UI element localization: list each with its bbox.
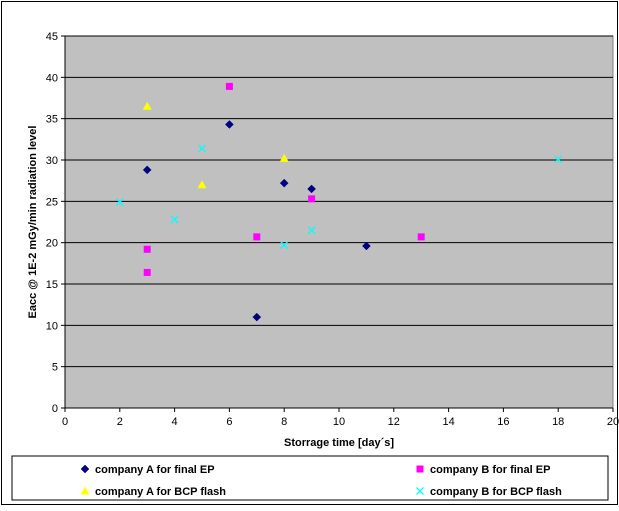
y-tick-label: 25	[46, 196, 58, 208]
series-2	[143, 82, 425, 276]
data-point	[253, 233, 261, 241]
data-point	[142, 101, 152, 110]
tick-labels: 0 5 10 15 20 25 30 35 40 45 0 2 4 6 8 10 12 14 16 18 20	[46, 31, 619, 428]
y-tick-label: 15	[46, 279, 58, 291]
legend-label: company B for final EP	[430, 464, 550, 476]
series-4	[115, 144, 563, 250]
x-tick-label: 6	[226, 416, 232, 428]
data-point	[225, 120, 234, 129]
y-tick-label: 0	[52, 403, 58, 415]
y-tick-label: 40	[46, 72, 58, 84]
data-point	[417, 233, 425, 241]
data-point	[197, 180, 207, 189]
data-point	[170, 215, 179, 224]
x-tick-label: 14	[442, 416, 454, 428]
data-point	[279, 153, 289, 162]
x-tick-label: 20	[607, 416, 619, 428]
data-point	[362, 241, 371, 251]
y-tick-label: 10	[46, 320, 58, 332]
axes	[61, 35, 614, 412]
y-tick-label: 30	[46, 155, 58, 167]
data-point	[307, 184, 316, 194]
legend-marker	[80, 486, 90, 495]
series-1	[142, 120, 371, 322]
y-axis-title: Eacc @ 1E-2 mGy/min radiation level	[27, 126, 39, 319]
legend-box	[11, 455, 609, 501]
x-tick-label: 18	[552, 416, 564, 428]
data-point	[142, 165, 152, 175]
y-tick-label: 20	[46, 238, 58, 250]
data-point	[252, 312, 262, 322]
legend-marker	[80, 464, 90, 474]
legend-marker	[416, 487, 424, 495]
data-point	[308, 195, 316, 203]
legend: company A for final EP company B for fina…	[11, 455, 609, 501]
data-point	[143, 268, 151, 276]
x-axis-title: Storrage time [day´s]	[284, 437, 394, 449]
x-tick-label: 0	[62, 416, 68, 428]
legend-label: company A for final EP	[95, 464, 215, 476]
data-point	[280, 241, 289, 250]
legend-marker	[416, 465, 424, 473]
data-point	[554, 155, 563, 164]
y-tick-label: 45	[46, 31, 58, 43]
x-tick-label: 8	[281, 416, 287, 428]
data-point	[198, 144, 206, 153]
series-3	[142, 101, 289, 189]
x-tick-label: 10	[333, 416, 345, 428]
data-points	[115, 82, 563, 322]
x-tick-label: 12	[388, 416, 400, 428]
data-point	[279, 178, 289, 188]
x-tick-label: 16	[497, 416, 509, 428]
legend-label: company B for BCP flash	[430, 486, 562, 498]
data-point	[143, 245, 151, 253]
y-tick-label: 35	[46, 114, 58, 126]
legend-label: company A for BCP flash	[95, 486, 226, 498]
plot-area	[64, 35, 614, 409]
x-tick-label: 2	[117, 416, 123, 428]
x-tick-label: 4	[172, 416, 178, 428]
data-point	[225, 82, 233, 90]
y-tick-label: 5	[52, 362, 58, 374]
data-point	[307, 226, 316, 235]
data-point	[115, 198, 124, 207]
gridlines	[65, 35, 613, 368]
